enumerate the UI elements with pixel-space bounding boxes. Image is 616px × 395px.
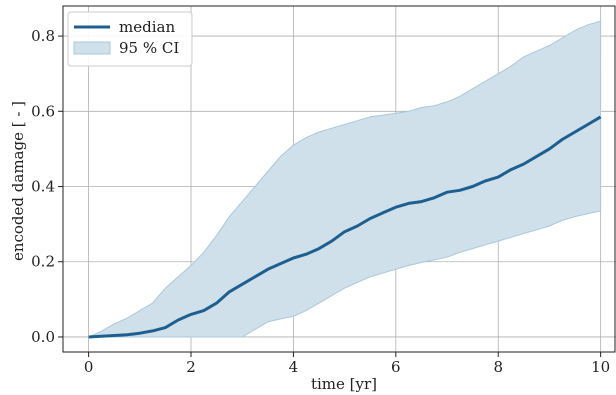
legend-median-label: median xyxy=(119,18,175,36)
y-tick-label: 0.6 xyxy=(31,102,55,120)
x-tick-label: 2 xyxy=(186,358,196,376)
y-axis-title: encoded damage [ - ] xyxy=(9,101,27,261)
median-line xyxy=(88,115,602,339)
tick-labels: 0 2 4 6 8 10 0.0 0.2 0.4 0.6 0.8 xyxy=(31,27,610,376)
x-tick-label: 6 xyxy=(391,358,401,376)
x-tick-label: 8 xyxy=(493,358,503,376)
ci-band xyxy=(88,20,602,338)
x-tick-label: 4 xyxy=(289,358,299,376)
x-tick-label: 10 xyxy=(591,358,610,376)
x-axis-title: time [yr] xyxy=(311,375,377,393)
y-tick-label: 0.0 xyxy=(31,328,55,346)
y-tick-label: 0.2 xyxy=(31,253,55,271)
tick-marks xyxy=(58,35,602,357)
legend-ci-swatch xyxy=(73,41,111,55)
y-tick-label: 0.8 xyxy=(31,27,55,45)
legend: median 95 % CI xyxy=(67,11,193,67)
plot-frame xyxy=(62,5,616,353)
confidence-band-layer xyxy=(88,20,602,338)
y-tick-label: 0.4 xyxy=(31,178,55,196)
x-tick-label: 0 xyxy=(84,358,94,376)
legend-ci-label: 95 % CI xyxy=(119,39,179,57)
median-line-layer xyxy=(88,115,602,339)
